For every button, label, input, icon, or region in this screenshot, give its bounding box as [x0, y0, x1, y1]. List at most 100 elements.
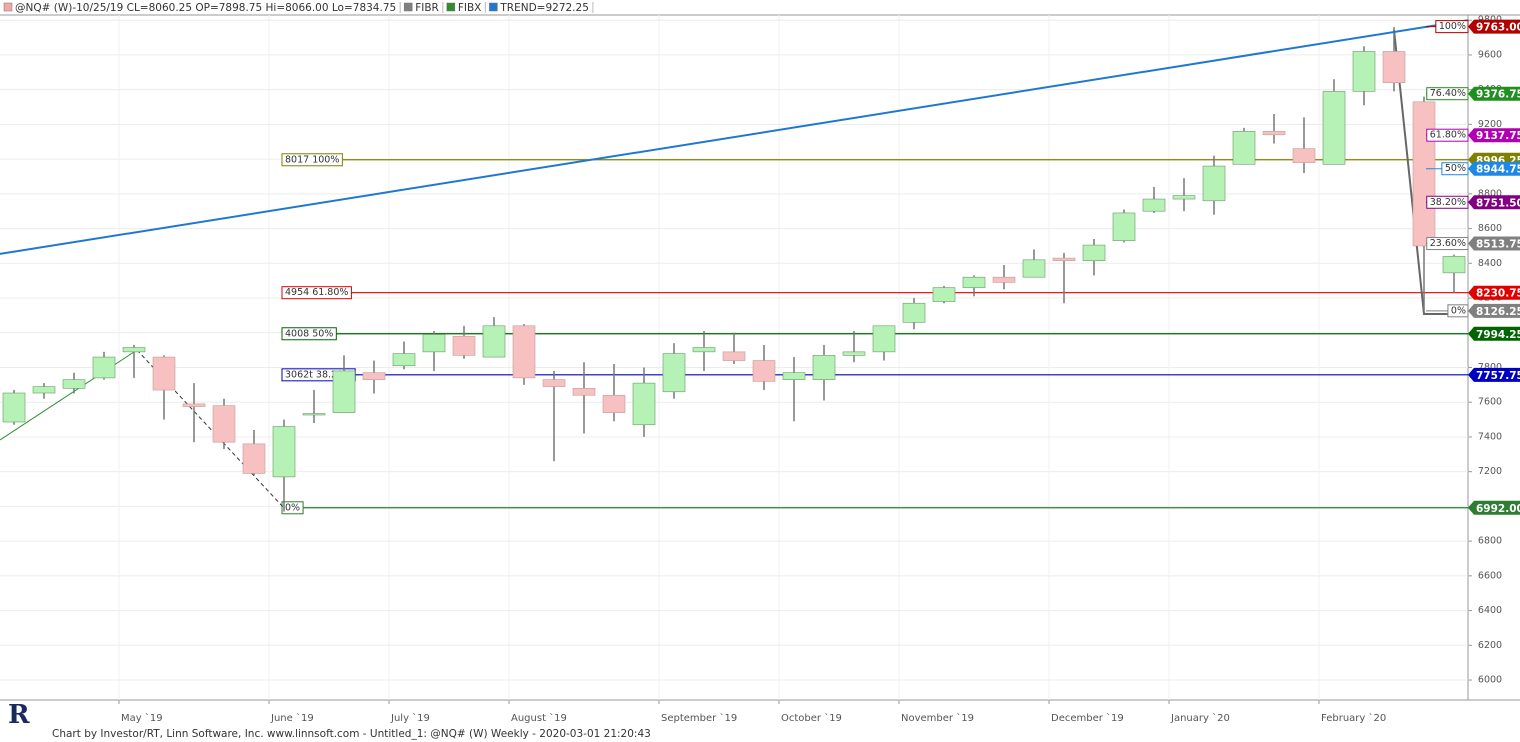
- x-tick-label: August `19: [511, 712, 567, 724]
- y-tick-label: 7800: [1478, 362, 1502, 373]
- price-tag: [1468, 285, 1520, 300]
- candle-body: [212, 405, 236, 443]
- price-tag: [1468, 500, 1520, 515]
- y-tick-label: 9600: [1478, 49, 1502, 60]
- candle-body: [752, 360, 776, 382]
- y-tick-label: 9200: [1478, 119, 1502, 130]
- x-tick-label: May `19: [121, 712, 163, 724]
- candle-body: [1112, 212, 1136, 242]
- y-tick-label: 7400: [1478, 431, 1502, 442]
- price-tag: [1468, 128, 1520, 143]
- level-label-box: [281, 501, 304, 515]
- price-tag: [1468, 326, 1520, 341]
- fib-label: 38.20%: [1430, 197, 1466, 208]
- candle-body: [1412, 101, 1436, 247]
- candle-body: [452, 335, 476, 356]
- candle-body: [1322, 91, 1346, 165]
- candle-body: [1292, 148, 1316, 163]
- y-tick-label: 6400: [1478, 605, 1502, 616]
- level-label-box: [281, 327, 337, 341]
- price-tag-label: 8944.75: [1476, 164, 1520, 176]
- price-tag: [1468, 236, 1520, 251]
- candle-body: [362, 372, 386, 380]
- legend-label: FIBR: [415, 2, 439, 14]
- logo-r: R: [8, 700, 30, 730]
- x-tick-label: February `20: [1321, 712, 1386, 724]
- fib-label: 23.60%: [1430, 238, 1466, 249]
- price-tag: [1468, 161, 1520, 176]
- price-tag: [1468, 195, 1520, 210]
- candle-body: [1442, 256, 1466, 274]
- candle-body: [812, 355, 836, 380]
- y-tick-label: 6000: [1478, 675, 1502, 686]
- candle-body: [1082, 244, 1106, 261]
- x-tick-label: July `19: [390, 712, 430, 724]
- candle-body: [1262, 131, 1286, 136]
- y-tick-label: 6800: [1478, 536, 1502, 547]
- candle-body: [1382, 51, 1406, 84]
- candle-body: [62, 379, 86, 389]
- price-tag-label: 9763.00: [1476, 22, 1520, 34]
- y-tick-label: 6600: [1478, 570, 1502, 581]
- price-tag-label: 8513.75: [1476, 239, 1520, 251]
- fib-label: 76.40%: [1430, 88, 1466, 99]
- price-tag: [1468, 19, 1520, 34]
- candle-body: [632, 382, 656, 426]
- candle-body: [302, 413, 326, 416]
- level-label-box: [281, 286, 352, 300]
- x-tick-label: October `19: [781, 712, 842, 724]
- level-label: 4954 61.80%: [285, 287, 348, 298]
- y-tick-label: 6200: [1478, 640, 1502, 651]
- legend-label: @NQ# (W)-10/25/19 CL=8060.25 OP=7898.75 …: [15, 2, 396, 14]
- candle-body: [1172, 195, 1196, 200]
- y-tick-label: 8600: [1478, 223, 1502, 234]
- candle-body: [1022, 259, 1046, 278]
- price-tag: [1468, 303, 1520, 318]
- fib-label: 61.80%: [1430, 130, 1466, 141]
- candle-body: [332, 370, 356, 413]
- legend-label: TREND=9272.25: [499, 2, 589, 14]
- level-label: 3062t 38.20%: [285, 369, 352, 380]
- candle-body: [842, 351, 866, 356]
- candle-body: [512, 325, 536, 379]
- candle-body: [542, 379, 566, 387]
- candle-body: [962, 276, 986, 288]
- candle-body: [1352, 51, 1376, 92]
- candle-body: [2, 392, 26, 423]
- level-label-box: [281, 153, 343, 167]
- candle-body: [782, 372, 806, 380]
- candle-body: [1142, 198, 1166, 212]
- legend-label: FIBX: [458, 2, 482, 14]
- price-tag-label: 9137.75: [1476, 130, 1520, 142]
- candle-body: [1232, 131, 1256, 165]
- footer: Chart by Investor/RT, Linn Software, Inc…: [52, 728, 651, 740]
- logo: R: [8, 700, 30, 730]
- candle-body: [902, 302, 926, 323]
- price-tag-label: 8230.75: [1476, 288, 1520, 300]
- candle-body: [1202, 165, 1226, 202]
- fib-label: 0%: [1451, 305, 1466, 316]
- candle-body: [662, 353, 686, 393]
- legend-swatch: [489, 2, 498, 12]
- candle-body: [932, 287, 956, 302]
- price-tag-label: 7994.25: [1476, 329, 1520, 341]
- candle-body: [992, 276, 1016, 283]
- x-tick-label: November `19: [901, 712, 974, 724]
- x-tick-label: September `19: [661, 712, 737, 724]
- candle-body: [152, 356, 176, 391]
- candle-body: [122, 347, 146, 353]
- candle-body: [92, 356, 116, 379]
- price-tag-label: 6992.00: [1476, 503, 1520, 515]
- level-label: 8017 100%: [285, 154, 339, 165]
- candle-body: [602, 394, 626, 413]
- price-tag: [1468, 367, 1520, 382]
- x-tick-label: January `20: [1170, 712, 1230, 724]
- fib-label: 50%: [1445, 163, 1466, 174]
- level-label: 4008 50%: [285, 328, 333, 339]
- candle-body: [572, 388, 596, 396]
- x-tick-label: June `19: [270, 712, 314, 724]
- candle-body: [692, 347, 716, 353]
- y-tick-label: 8400: [1478, 258, 1502, 269]
- level-label: 0%: [285, 502, 300, 513]
- price-tag-label: 9376.75: [1476, 89, 1520, 101]
